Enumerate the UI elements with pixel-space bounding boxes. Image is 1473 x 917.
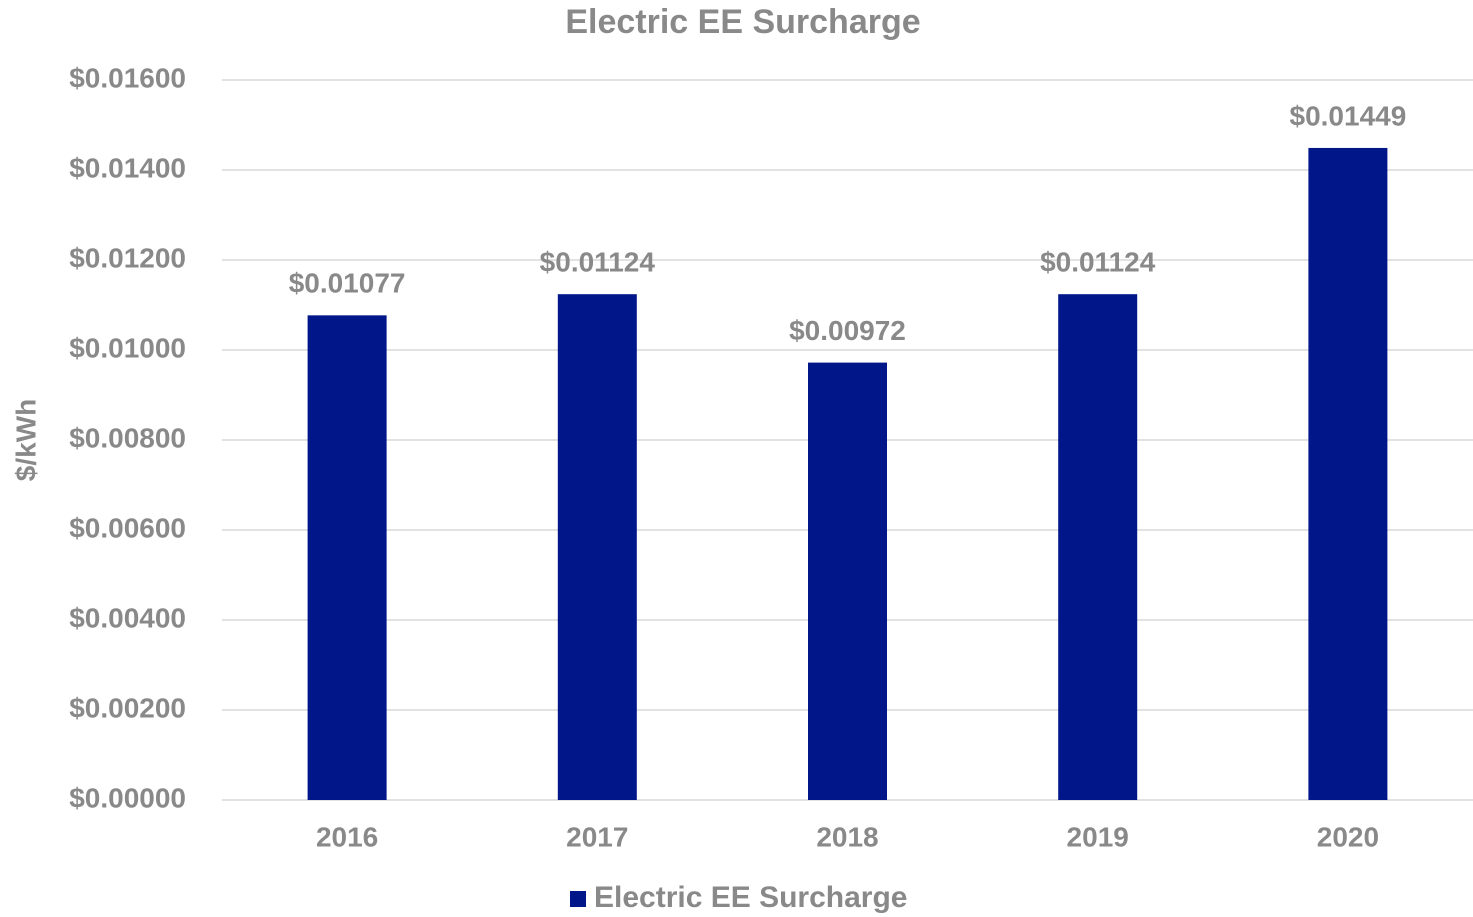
x-tick-label: 2017 (566, 821, 628, 852)
data-label: $0.01449 (1290, 100, 1407, 131)
y-tick-label: $0.00400 (69, 602, 186, 633)
legend-label: Electric EE Surcharge (594, 881, 907, 914)
y-tick-label: $0.00600 (69, 512, 186, 543)
data-label: $0.01124 (1040, 247, 1156, 278)
y-tick-label: $0.01200 (69, 242, 186, 273)
x-tick-label: 2016 (316, 821, 378, 852)
chart-title: Electric EE Surcharge (565, 3, 920, 41)
y-axis-label: $/kWh (10, 399, 41, 481)
data-label: $0.01077 (289, 268, 406, 299)
x-tick-label: 2018 (816, 821, 878, 852)
bar (808, 362, 887, 800)
y-tick-label: $0.01400 (69, 152, 186, 183)
bar (1308, 147, 1388, 800)
data-label: $0.01124 (540, 247, 656, 278)
bar (307, 315, 387, 800)
x-tick-label: 2019 (1067, 821, 1129, 852)
y-tick-label: $0.01000 (69, 332, 186, 363)
bar (1058, 294, 1138, 800)
y-tick-label: $0.00800 (69, 422, 186, 453)
y-tick-label: $0.00200 (69, 692, 186, 723)
y-tick-label: $0.00000 (69, 782, 186, 813)
data-label: $0.00972 (789, 315, 906, 346)
bar (557, 294, 637, 800)
x-tick-label: 2020 (1317, 821, 1379, 852)
y-tick-label: $0.01600 (69, 62, 186, 93)
legend-swatch (570, 891, 586, 907)
